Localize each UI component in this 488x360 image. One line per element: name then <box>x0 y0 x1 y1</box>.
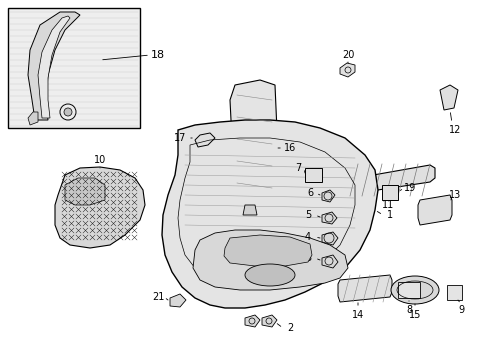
Polygon shape <box>38 16 70 118</box>
Polygon shape <box>321 212 336 224</box>
Polygon shape <box>229 80 280 210</box>
Polygon shape <box>321 190 334 202</box>
Polygon shape <box>321 255 337 268</box>
Bar <box>8 8 140 128</box>
Polygon shape <box>337 275 391 302</box>
Polygon shape <box>28 12 80 120</box>
Polygon shape <box>321 232 337 245</box>
Polygon shape <box>224 235 311 266</box>
Text: 3: 3 <box>305 253 310 263</box>
Ellipse shape <box>244 264 294 286</box>
Polygon shape <box>244 315 260 327</box>
Text: 9: 9 <box>457 305 463 315</box>
Ellipse shape <box>390 276 438 304</box>
Polygon shape <box>55 167 145 248</box>
Text: 17: 17 <box>173 133 186 143</box>
Text: 6: 6 <box>306 188 312 198</box>
Text: 14: 14 <box>351 310 364 320</box>
Text: 2: 2 <box>286 323 292 333</box>
Polygon shape <box>397 282 419 298</box>
Text: 8: 8 <box>405 305 411 315</box>
Polygon shape <box>305 168 321 182</box>
Circle shape <box>64 108 72 116</box>
Polygon shape <box>439 85 457 110</box>
Polygon shape <box>381 185 397 200</box>
Polygon shape <box>193 230 347 290</box>
Polygon shape <box>170 294 185 307</box>
Polygon shape <box>339 63 354 77</box>
Text: 20: 20 <box>341 50 353 60</box>
Polygon shape <box>446 285 461 300</box>
Text: 1: 1 <box>386 210 392 220</box>
Text: 16: 16 <box>284 143 296 153</box>
Text: 5: 5 <box>304 210 310 220</box>
Polygon shape <box>162 120 377 308</box>
Text: 18: 18 <box>151 50 165 60</box>
Text: 19: 19 <box>403 183 415 193</box>
Polygon shape <box>262 315 276 327</box>
Text: 4: 4 <box>305 232 310 242</box>
Polygon shape <box>345 165 434 195</box>
Text: 7: 7 <box>294 163 301 173</box>
Text: 13: 13 <box>448 190 460 200</box>
Polygon shape <box>195 133 215 147</box>
Text: 10: 10 <box>94 155 106 165</box>
Polygon shape <box>243 205 257 215</box>
Polygon shape <box>417 195 451 225</box>
Polygon shape <box>28 112 38 125</box>
Text: 15: 15 <box>408 310 420 320</box>
Text: 11: 11 <box>381 200 393 210</box>
Text: 21: 21 <box>151 292 164 302</box>
Text: 12: 12 <box>448 125 460 135</box>
Polygon shape <box>65 178 105 205</box>
